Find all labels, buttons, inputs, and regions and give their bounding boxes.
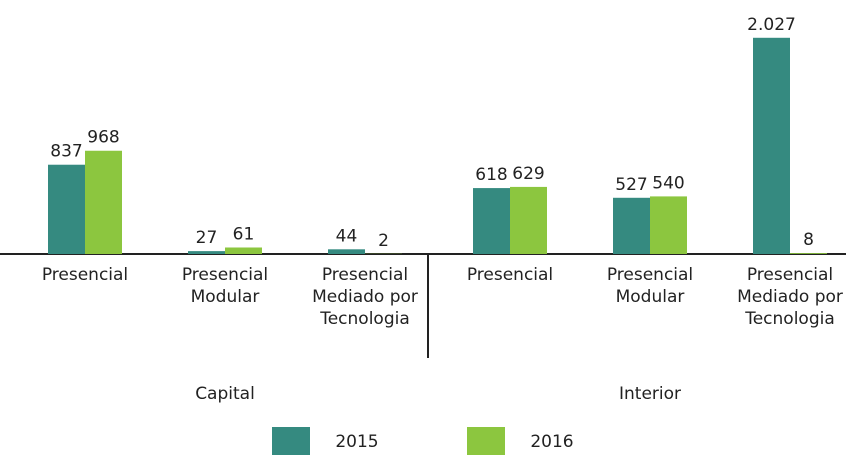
value-label: 618 [475, 165, 507, 185]
bar [473, 188, 510, 254]
legend-label: 2015 [335, 432, 378, 452]
value-label: 2 [378, 231, 389, 251]
value-label: 540 [652, 173, 684, 193]
legend-label: 2016 [530, 432, 573, 452]
x-tick-label: Presencial Mediado por Tecnologia [312, 265, 418, 329]
bar [510, 186, 547, 254]
value-label: 968 [87, 128, 119, 148]
bar [48, 164, 85, 254]
group-label: Capital [195, 384, 255, 404]
bar [225, 247, 262, 254]
bar [650, 196, 687, 254]
x-tick-label: Presencial Modular [606, 265, 694, 307]
bar [790, 253, 827, 254]
bar [753, 37, 790, 254]
bar [188, 251, 225, 254]
value-label: 2.027 [747, 15, 796, 35]
legend-swatch [272, 427, 310, 455]
bar [613, 197, 650, 254]
value-label: 61 [233, 224, 255, 244]
x-tick-label: Presencial Mediado por Tecnologia [737, 265, 843, 329]
value-label: 629 [512, 164, 544, 184]
x-tick-label: Presencial Modular [181, 265, 269, 307]
bar [328, 249, 365, 254]
value-label: 8 [803, 230, 814, 250]
value-label: 44 [336, 226, 358, 246]
value-label: 527 [615, 175, 647, 195]
x-tick-label: Presencial [41, 265, 129, 285]
x-tick-label: Presencial [466, 265, 554, 285]
legend-swatch [467, 427, 505, 455]
bar [85, 150, 122, 254]
value-label: 837 [50, 142, 82, 162]
group-label: Interior [619, 384, 681, 404]
value-label: 27 [196, 228, 218, 248]
